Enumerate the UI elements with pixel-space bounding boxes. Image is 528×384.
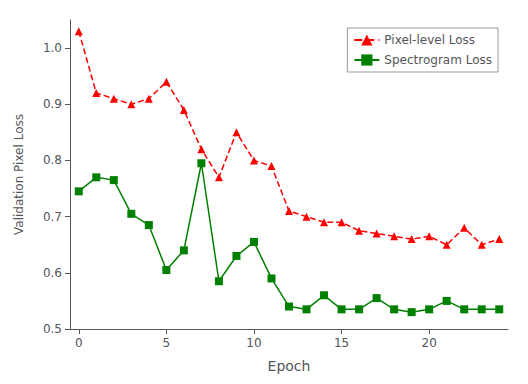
- svg-text:0.7: 0.7: [43, 210, 62, 224]
- svg-text:0.9: 0.9: [43, 97, 62, 111]
- svg-text:0.5: 0.5: [43, 322, 62, 336]
- svg-text:15: 15: [334, 336, 349, 350]
- svg-text:0.6: 0.6: [43, 266, 62, 280]
- svg-text:Spectrogram Loss: Spectrogram Loss: [384, 53, 492, 67]
- svg-text:20: 20: [422, 336, 437, 350]
- svg-text:Epoch: Epoch: [268, 358, 311, 374]
- svg-text:Pixel-level Loss: Pixel-level Loss: [384, 33, 475, 47]
- svg-text:0.8: 0.8: [43, 153, 62, 167]
- svg-text:Validation Pixel Loss: Validation Pixel Loss: [12, 114, 26, 235]
- svg-text:10: 10: [246, 336, 261, 350]
- svg-text:1.0: 1.0: [43, 41, 62, 55]
- svg-text:5: 5: [163, 336, 171, 350]
- svg-text:0: 0: [75, 336, 83, 350]
